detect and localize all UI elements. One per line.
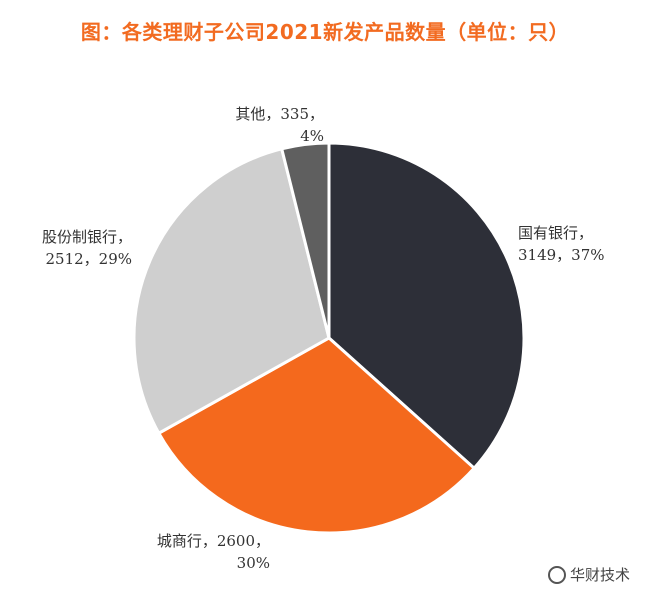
slice-label-1-line1: 城商行，2600， <box>157 532 270 550</box>
slice-label-0-line2: 3149，37% <box>518 246 605 264</box>
slice-label-3-line2: 4% <box>300 127 324 145</box>
slice-label-1-line2: 30% <box>237 554 270 572</box>
pie-slice-1 <box>156 336 477 535</box>
pie-labels: 国有银行， 3149，37% 城商行，2600， 30% 股份制银行， 2512，29% 其… <box>42 105 605 572</box>
watermark-logo-icon <box>547 565 566 584</box>
slice-label-3-line1: 其他，335， <box>235 105 324 123</box>
pie-slice-0 <box>327 141 526 471</box>
pie-slice-2 <box>132 146 331 436</box>
chart-title: 图：各类理财子公司2021新发产品数量（单位：只） <box>80 20 570 44</box>
slice-label-2-line1: 股份制银行， <box>42 228 132 246</box>
slice-label-2-line2: 2512，29% <box>45 250 132 268</box>
pie-slice-3 <box>279 141 331 339</box>
watermark: 华财技术 <box>547 564 630 585</box>
slice-label-0-line1: 国有银行， <box>518 224 593 242</box>
pie-slices <box>132 141 526 535</box>
watermark-text: 华财技术 <box>569 566 630 584</box>
